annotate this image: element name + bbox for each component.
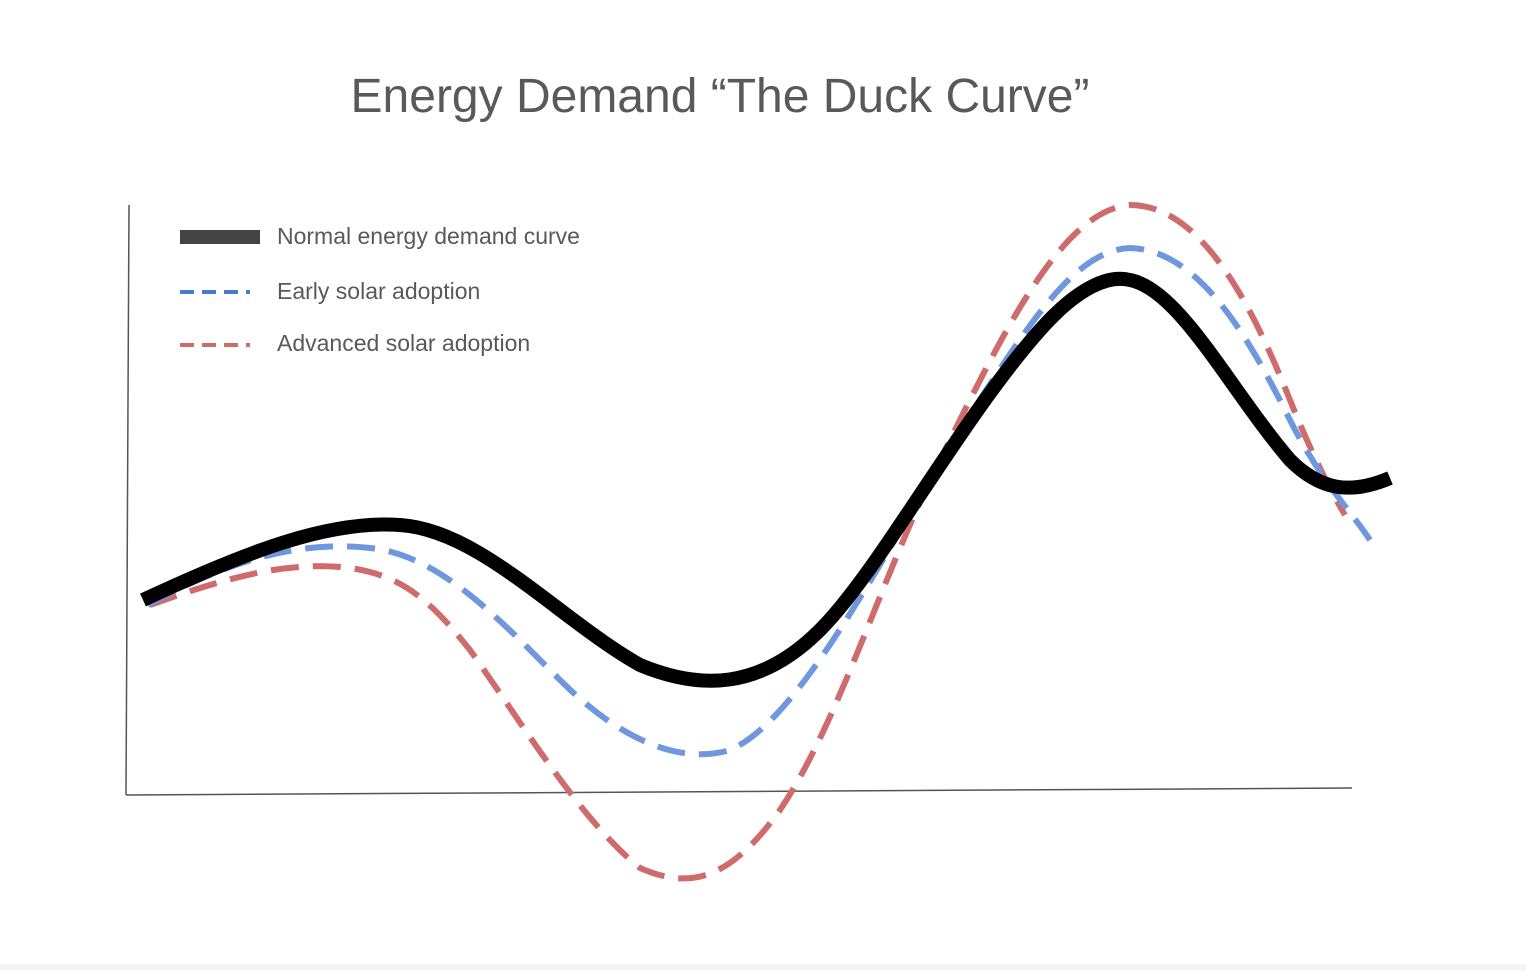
legend: Normal energy demand curve Early solar a… <box>180 223 580 356</box>
legend-label: Early solar adoption <box>277 278 480 304</box>
normal-demand-curve <box>140 271 1393 688</box>
legend-label: Normal energy demand curve <box>277 223 580 249</box>
x-axis <box>125 787 1353 796</box>
title: Energy Demand “The Duck Curve” <box>351 70 1090 123</box>
advanced-solar-curve <box>148 201 1348 882</box>
bottom-strip <box>0 964 1526 970</box>
legend-label: Advanced solar adoption <box>277 330 530 356</box>
early-solar-curve <box>146 244 1373 758</box>
y-axis <box>125 204 130 796</box>
